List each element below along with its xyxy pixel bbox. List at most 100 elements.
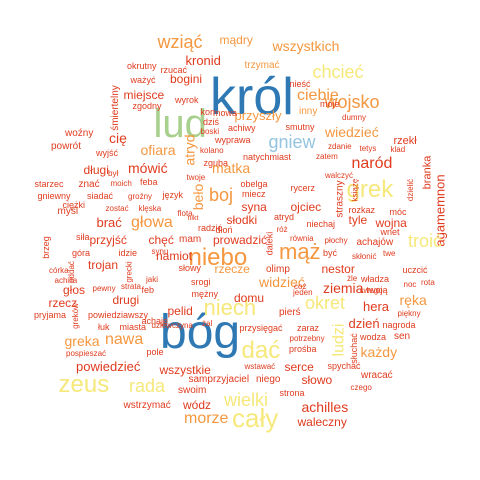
- word: straszny: [334, 180, 346, 218]
- word: znać: [78, 179, 100, 190]
- word: łuk: [98, 321, 110, 332]
- word: powrót: [51, 141, 82, 152]
- word: nawa: [105, 331, 144, 348]
- word: słowo: [301, 373, 333, 387]
- word: wszystkich: [272, 38, 340, 54]
- word: walczyć: [325, 171, 354, 180]
- word: równia: [290, 234, 314, 243]
- word: nestor: [321, 262, 355, 276]
- word: rzecz: [48, 296, 78, 310]
- word: mądry: [219, 33, 253, 47]
- word: serce: [284, 360, 314, 374]
- word: był: [108, 169, 119, 178]
- word: zaraz: [297, 322, 320, 333]
- word: greka: [64, 333, 100, 349]
- word: okret: [305, 293, 346, 313]
- word: dumny: [342, 113, 367, 122]
- word: wyrok: [175, 94, 199, 105]
- word: achajów: [356, 237, 394, 248]
- word: dzielić: [406, 178, 416, 202]
- word: dłoń: [215, 224, 233, 235]
- word: rzecze: [214, 262, 250, 276]
- word: mężny: [191, 288, 219, 299]
- word: bogini: [170, 72, 203, 86]
- word: wodza: [360, 331, 387, 342]
- word: powiedziawszy: [88, 309, 149, 320]
- word: samprzyjaciel: [188, 374, 250, 385]
- word: klęska: [138, 204, 162, 213]
- word: flota: [177, 209, 193, 218]
- word: noc: [403, 280, 417, 289]
- word: brzeg: [40, 235, 51, 259]
- word: wielki: [224, 390, 269, 410]
- word: atryd: [274, 211, 295, 222]
- word: płochy: [324, 236, 348, 245]
- word: beło: [190, 183, 207, 211]
- word: wiedzieć: [325, 124, 379, 140]
- word: achilla: [54, 276, 78, 285]
- word: daleki: [264, 231, 275, 255]
- word: groźny: [128, 192, 153, 201]
- word: wnet: [380, 226, 400, 237]
- word: twoją: [366, 284, 388, 295]
- word: pewny: [92, 284, 116, 293]
- word: wyprawa: [215, 134, 251, 145]
- word: morze: [184, 410, 229, 427]
- word: potrzebny: [289, 334, 325, 343]
- word: władza: [361, 273, 390, 284]
- word: strona: [279, 387, 305, 398]
- word: zguba: [203, 157, 229, 168]
- word: słodki: [226, 213, 258, 227]
- word: ojciec: [290, 200, 322, 214]
- word: greków: [70, 303, 80, 329]
- word: trzymać: [244, 60, 280, 71]
- word: mam: [179, 234, 202, 245]
- word: srogi: [191, 276, 211, 287]
- word: cię: [109, 130, 127, 146]
- word: cały: [232, 403, 279, 433]
- word: achaje: [141, 315, 169, 326]
- word: wyjść: [96, 147, 118, 158]
- word: spychać: [327, 360, 361, 371]
- word: wojna: [375, 216, 407, 230]
- word: twe: [383, 249, 396, 258]
- word: starzec: [34, 178, 64, 189]
- word: słowy: [178, 262, 202, 273]
- word: ważyć: [130, 74, 156, 85]
- word: niebo: [188, 244, 248, 271]
- word: rozkaz: [348, 204, 376, 215]
- word: wracać: [361, 370, 393, 381]
- word: kronid: [185, 52, 221, 68]
- word: boj: [209, 185, 234, 205]
- word: wstrzymać: [123, 400, 171, 411]
- word: namiot: [156, 249, 193, 263]
- word: niego: [256, 374, 281, 385]
- word: atryd: [181, 134, 198, 166]
- word: głos: [63, 283, 86, 297]
- word: jaki: [146, 275, 159, 284]
- word: dać: [241, 337, 281, 364]
- word: piękny: [397, 309, 421, 318]
- word: pryjama: [34, 309, 67, 320]
- word: grecki: [124, 261, 134, 283]
- word: czego: [350, 383, 372, 392]
- word: zatem: [316, 152, 338, 161]
- word: grek: [346, 176, 394, 203]
- word: żle: [347, 274, 358, 283]
- word: okrutny: [127, 60, 157, 71]
- word: wojsko: [324, 92, 380, 112]
- word: chęć: [148, 233, 174, 247]
- word: tyle: [348, 213, 368, 227]
- word: dzień: [348, 315, 380, 331]
- word: córka: [49, 266, 69, 275]
- word: dziewczyna: [151, 321, 193, 330]
- word: hera: [363, 298, 390, 314]
- word: inny: [299, 106, 318, 117]
- word: niechaj: [306, 218, 336, 229]
- word: ciebie: [297, 87, 339, 104]
- word: róż: [276, 225, 288, 234]
- word: król: [210, 68, 294, 126]
- word: miejsce: [123, 88, 165, 102]
- word: jeden: [293, 288, 313, 297]
